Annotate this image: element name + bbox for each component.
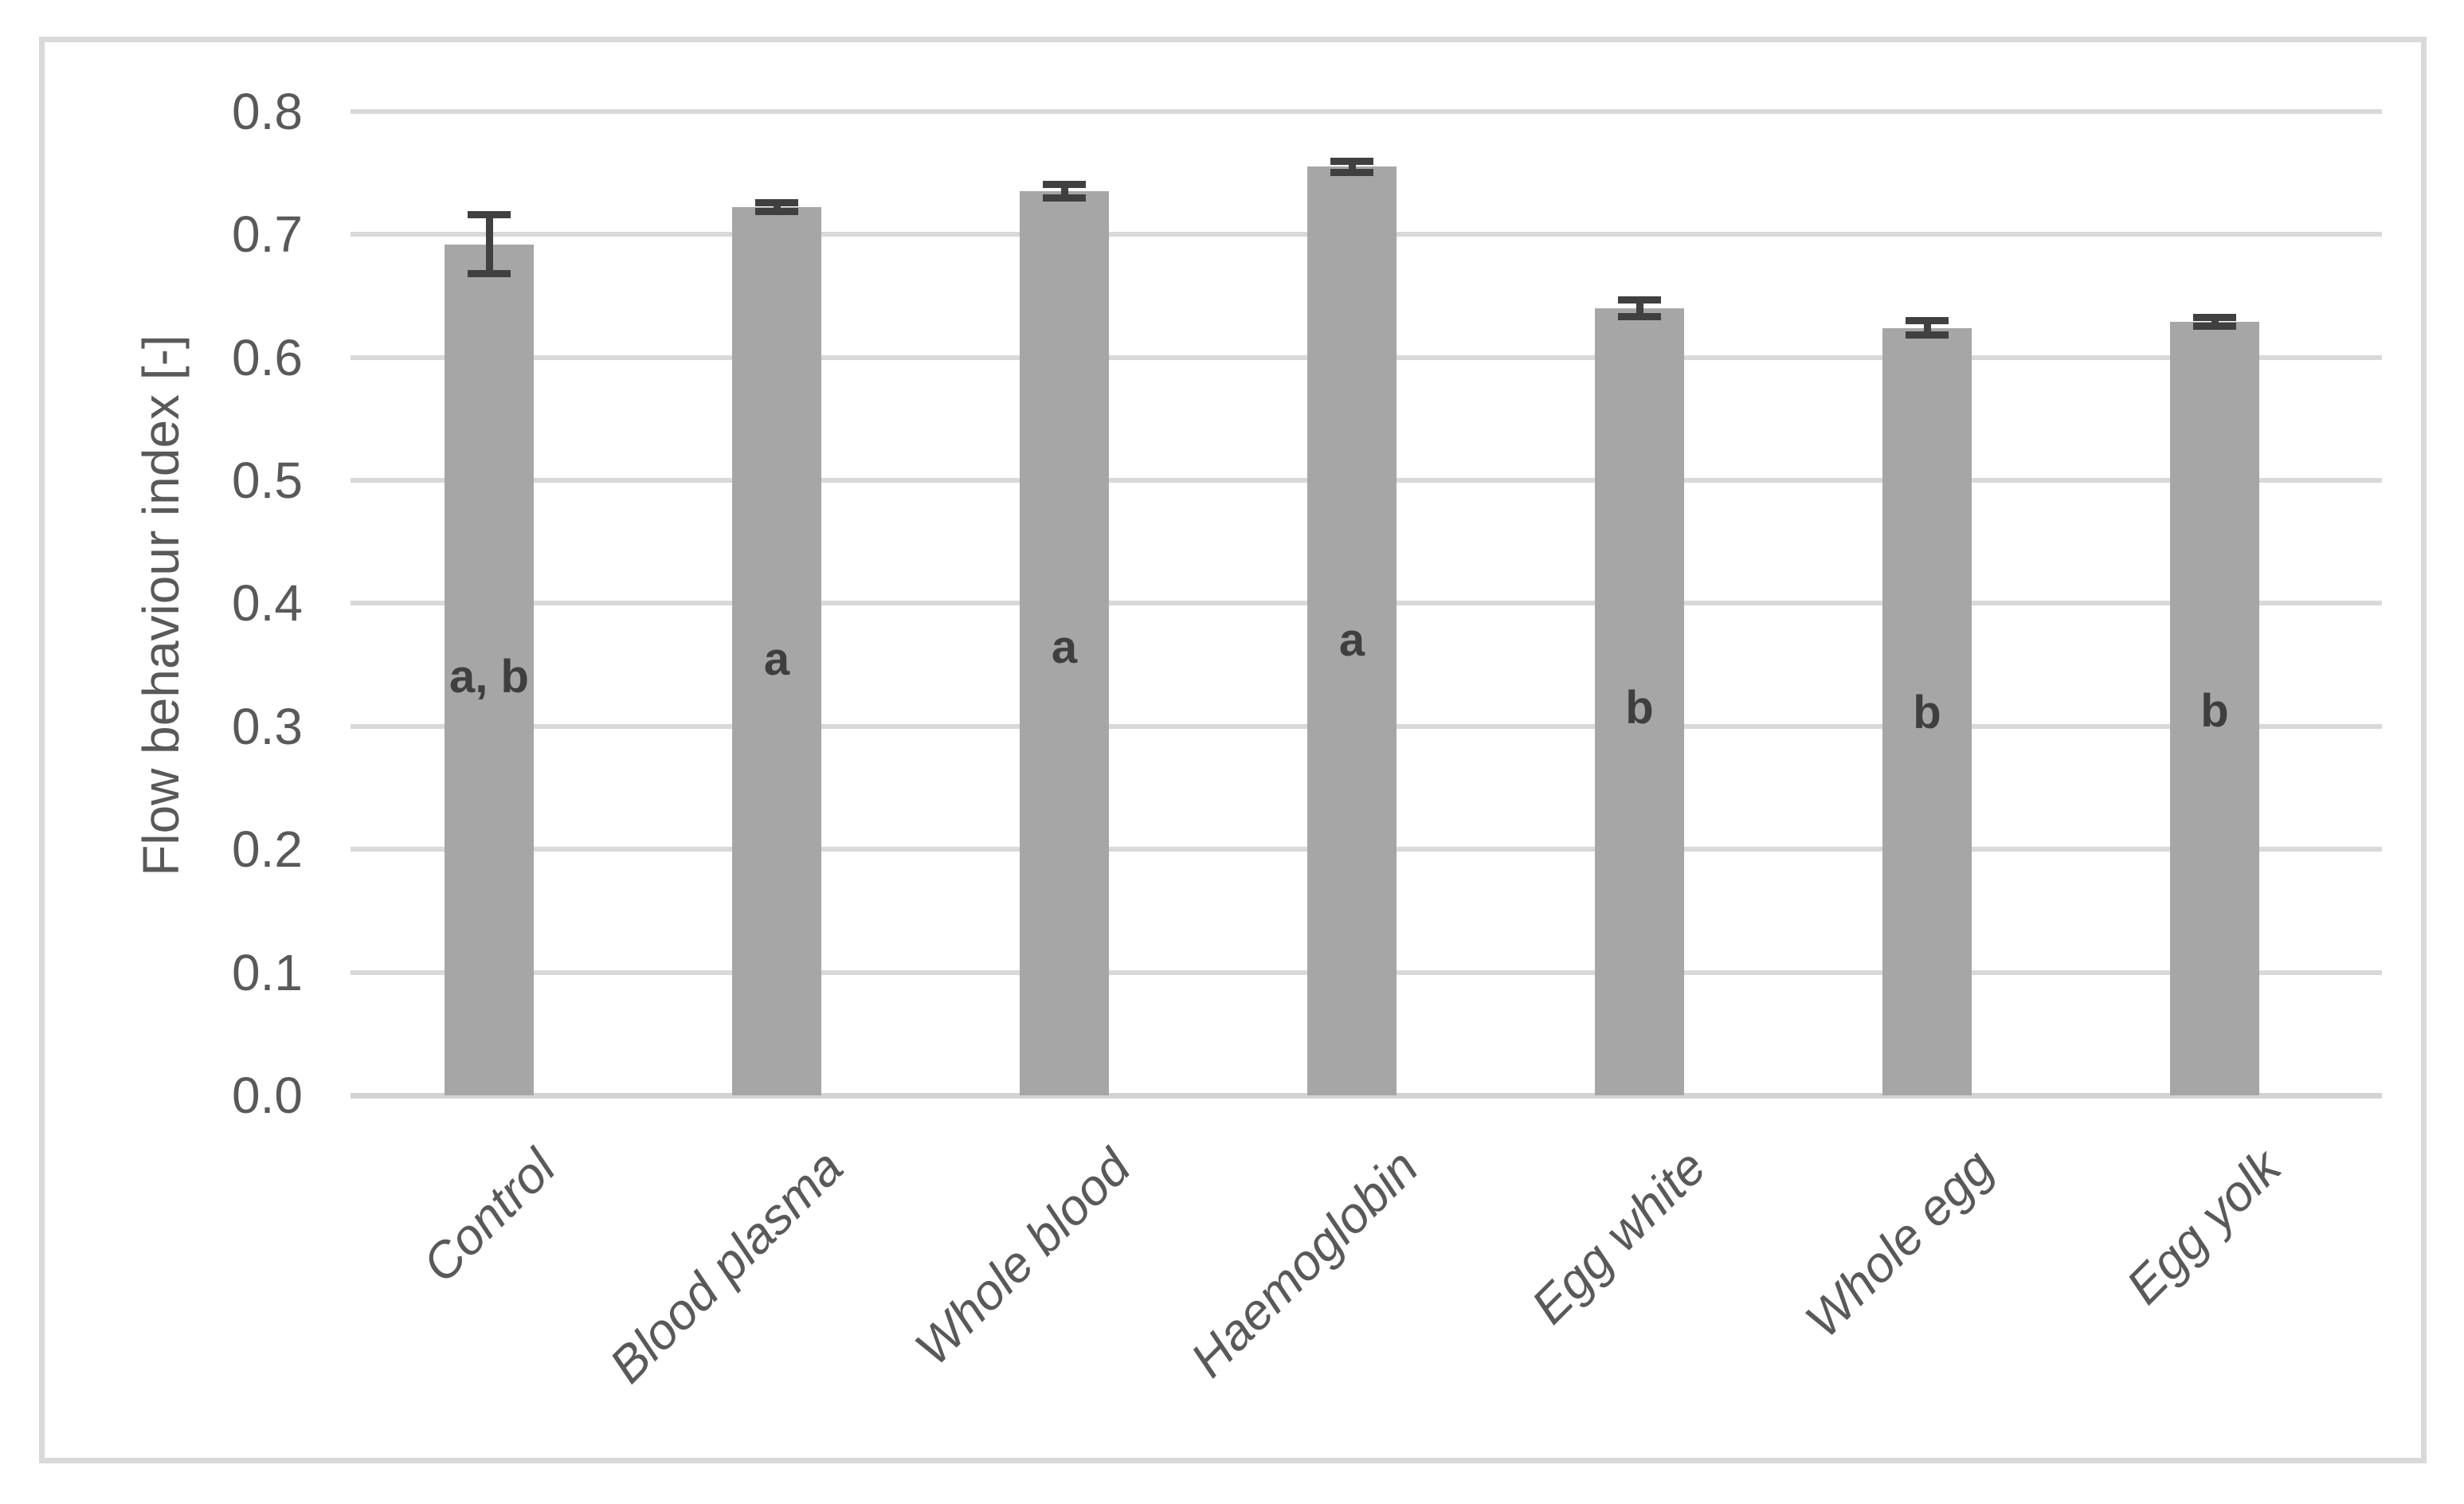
gridline: [351, 109, 2382, 114]
error-bar-top-cap: [1043, 181, 1086, 188]
significance-label: b: [2200, 685, 2229, 737]
significance-label: b: [1913, 687, 1941, 738]
significance-label: b: [1625, 682, 1654, 734]
error-bar-bottom-cap: [1330, 169, 1373, 176]
error-bar-bottom-cap: [1618, 313, 1661, 320]
y-axis-tick-label: 0.4: [232, 574, 303, 632]
x-axis-line: [351, 1093, 2382, 1099]
error-bar-top-cap: [1618, 296, 1661, 304]
bar-egg-yolk: [2170, 322, 2259, 1095]
error-bar-bottom-cap: [755, 208, 798, 215]
y-axis-tick-label: 0.1: [232, 944, 303, 1001]
error-bar-bottom-cap: [1906, 331, 1949, 339]
significance-label: a, b: [449, 651, 529, 703]
bar-whole-blood: [1020, 191, 1109, 1095]
error-bar: [1349, 161, 1356, 173]
error-bar-top-cap: [2193, 314, 2236, 321]
significance-label: a: [763, 633, 790, 685]
significance-label: a: [1338, 614, 1365, 666]
plot-area: 0.0 0.1 0.2 0.3 0.4 0.5 0.6 0.7 0.8 a, b Control a B…: [45, 42, 2421, 1458]
y-axis-tick-label: 0.8: [232, 83, 303, 140]
error-bar: [2211, 317, 2219, 327]
error-bar: [1636, 300, 1643, 317]
error-bar-bottom-cap: [2193, 323, 2236, 330]
error-bar-bottom-cap: [468, 270, 511, 277]
error-bar-top-cap: [755, 199, 798, 206]
y-axis-tick-label: 0.7: [232, 206, 303, 263]
error-bar-bottom-cap: [1043, 194, 1086, 202]
chart-frame: Flow behaviour index [-] 0.0 0.1 0.2 0.3 0.4…: [39, 37, 2427, 1463]
error-bar: [1924, 320, 1931, 335]
bar-control: [445, 245, 534, 1095]
error-bar-top-cap: [1330, 158, 1373, 165]
error-bar: [774, 202, 781, 212]
bar-blood-plasma: [732, 207, 821, 1095]
bar-haemoglobin: [1307, 166, 1397, 1095]
y-axis-tick-label: 0.6: [232, 329, 303, 386]
bar-egg-white: [1595, 308, 1684, 1095]
bar-whole-egg: [1882, 328, 1972, 1095]
error-bar-top-cap: [468, 211, 511, 218]
y-axis-tick-label: 0.0: [232, 1067, 303, 1124]
error-bar: [486, 214, 493, 274]
y-axis-tick-label: 0.3: [232, 698, 303, 755]
significance-label: a: [1051, 621, 1078, 673]
y-axis-tick-label: 0.2: [232, 821, 303, 878]
y-axis-tick-label: 0.5: [232, 452, 303, 509]
error-bar-top-cap: [1906, 317, 1949, 324]
error-bar: [1061, 184, 1068, 198]
